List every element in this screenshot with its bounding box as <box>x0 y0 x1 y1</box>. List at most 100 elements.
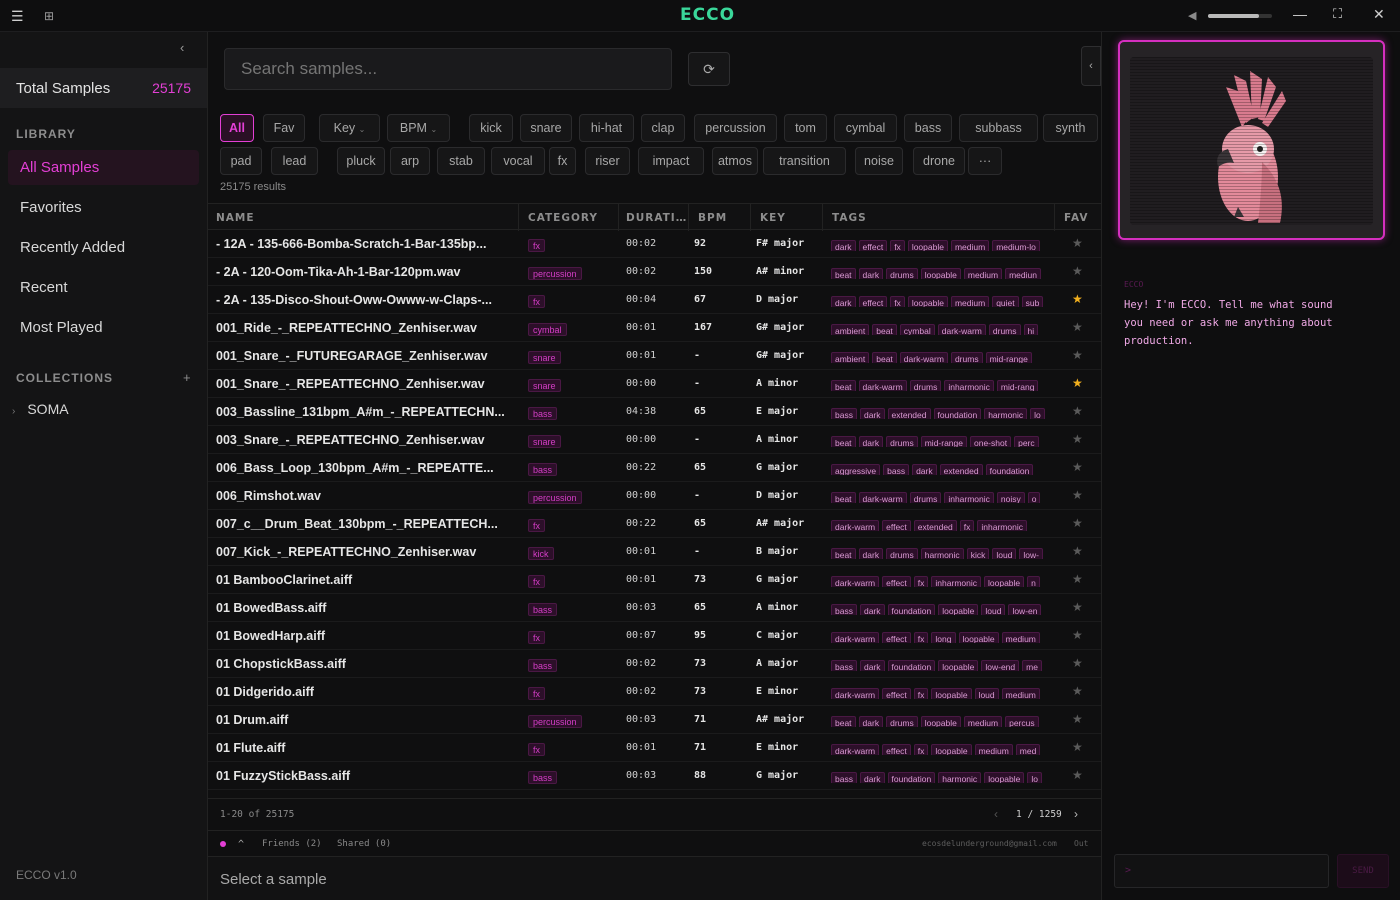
tag-badge[interactable]: drums <box>950 352 983 363</box>
toggle-right-panel-button[interactable]: ‹ <box>1081 46 1101 86</box>
tag-badge[interactable]: dark <box>859 660 885 671</box>
filter-chip-stab[interactable]: stab <box>437 147 485 175</box>
favorite-star-icon[interactable]: ★ <box>1072 628 1083 642</box>
tag-badge[interactable]: inharmonic <box>931 576 981 587</box>
tag-badge[interactable]: dark <box>831 240 856 251</box>
favorite-star-icon[interactable]: ★ <box>1072 460 1083 474</box>
tag-badge[interactable]: loud <box>992 548 1017 559</box>
tag-badge[interactable]: loopable <box>920 716 961 727</box>
tag-badge[interactable]: fx <box>890 240 905 251</box>
tag-badge[interactable]: medium <box>974 744 1013 755</box>
tag-badge[interactable]: beat <box>831 268 856 279</box>
table-row[interactable]: 003_Bassline_131bpm_A#m_-_REPEATTECHN...… <box>208 398 1101 426</box>
tag-badge[interactable]: effect <box>858 296 888 307</box>
col-bpm[interactable]: BPM <box>698 212 728 224</box>
filter-chip-impact[interactable]: impact <box>638 147 704 175</box>
grid-icon[interactable]: ⊞ <box>44 9 55 23</box>
tag-badge[interactable]: medium <box>950 296 990 307</box>
tag-badge[interactable]: inharmonic <box>944 380 994 391</box>
tag-badge[interactable]: mediun <box>1005 268 1041 279</box>
nav-favorites[interactable]: Favorites <box>20 199 82 216</box>
tag-badge[interactable]: low-end <box>981 660 1020 671</box>
favorite-star-icon[interactable]: ★ <box>1072 544 1083 558</box>
tag-badge[interactable]: bass <box>883 464 910 475</box>
tag-badge[interactable]: aggressive <box>831 464 881 475</box>
tag-badge[interactable]: drums <box>886 436 918 447</box>
tag-badge[interactable]: beat <box>831 548 856 559</box>
tag-badge[interactable]: effect <box>858 240 888 251</box>
tag-badge[interactable]: harmonic <box>920 548 964 559</box>
add-collection-icon[interactable]: + <box>183 370 191 385</box>
tag-badge[interactable]: o <box>1027 492 1041 503</box>
tag-badge[interactable]: foundation <box>933 408 982 419</box>
favorite-star-icon[interactable]: ★ <box>1072 376 1083 390</box>
tag-badge[interactable]: inharmonic <box>977 520 1027 531</box>
tag-badge[interactable]: loopable <box>907 240 948 251</box>
filter-chip-kick[interactable]: kick <box>469 114 513 142</box>
filter-chip-bass[interactable]: bass <box>904 114 952 142</box>
tag-badge[interactable]: loopable <box>958 632 999 643</box>
favorite-star-icon[interactable]: ★ <box>1072 320 1083 334</box>
filter-chip-snare[interactable]: snare <box>520 114 572 142</box>
table-row[interactable]: - 2A - 135-Disco-Shout-Oww-Owww-w-Claps-… <box>208 286 1101 314</box>
tag-badge[interactable]: low-en <box>1008 604 1042 615</box>
nav-recent[interactable]: Recent <box>20 279 68 296</box>
col-duration[interactable]: DURATI… <box>626 212 688 224</box>
tag-badge[interactable]: medium <box>963 268 1003 279</box>
tag-badge[interactable]: harmonic <box>938 772 982 783</box>
tag-badge[interactable]: dark <box>859 408 885 419</box>
logout-link[interactable]: Out <box>1074 839 1089 848</box>
filter-chip-fx[interactable]: fx <box>549 147 576 175</box>
favorite-star-icon[interactable]: ★ <box>1072 432 1083 446</box>
tag-badge[interactable]: mid-range <box>920 436 967 447</box>
tag-badge[interactable]: fx <box>913 744 929 755</box>
filter-chip-synth[interactable]: synth <box>1043 114 1098 142</box>
filter-chip-subbass[interactable]: subbass <box>959 114 1038 142</box>
table-row[interactable]: 001_Snare_-_REPEATTECHNO_Zenhiser.wav sna… <box>208 370 1101 398</box>
favorite-star-icon[interactable]: ★ <box>1072 236 1083 250</box>
tag-badge[interactable]: cymbal <box>899 324 935 335</box>
table-row[interactable]: 01 ChopstickBass.aiff bass 00:02 73 A major b… <box>208 650 1101 678</box>
filter-chip-noise[interactable]: noise <box>855 147 903 175</box>
filter-chip-bpm[interactable]: BPM ⌄ <box>387 114 450 142</box>
col-name[interactable]: NAME <box>216 212 255 224</box>
table-row[interactable]: 001_Snare_-_FUTUREGARAGE_Zenhiser.wav sna… <box>208 342 1101 370</box>
tag-badge[interactable]: medium <box>950 240 990 251</box>
tag-badge[interactable]: dark-warm <box>831 576 880 587</box>
minimize-icon[interactable]: — <box>1293 6 1307 22</box>
tag-badge[interactable]: extended <box>887 408 931 419</box>
tag-badge[interactable]: drums <box>886 548 918 559</box>
table-row[interactable]: 01 BambooClarinet.aiff fx 00:01 73 G major da… <box>208 566 1101 594</box>
tag-badge[interactable]: quiet <box>992 296 1019 307</box>
table-row[interactable]: 01 Didgerido.aiff fx 00:02 73 E minor dark-wa… <box>208 678 1101 706</box>
tag-badge[interactable]: dark <box>858 548 884 559</box>
table-row[interactable]: 007_c__Drum_Beat_130bpm_-_REPEATTECH... f… <box>208 510 1101 538</box>
more-filters-button[interactable]: ··· <box>968 147 1002 175</box>
tag-badge[interactable]: beat <box>831 716 856 727</box>
filter-chip-percussion[interactable]: percussion <box>694 114 777 142</box>
table-row[interactable]: 01 Flute.aiff fx 00:01 71 E minor dark-warm ef… <box>208 734 1101 762</box>
table-row[interactable]: 003_Snare_-_REPEATTECHNO_Zenhiser.wav sna… <box>208 426 1101 454</box>
favorite-star-icon[interactable]: ★ <box>1072 264 1083 278</box>
tag-badge[interactable]: low- <box>1019 548 1043 559</box>
table-row[interactable]: 001_Ride_-_REPEATTECHNO_Zenhiser.wav cymb… <box>208 314 1101 342</box>
tag-badge[interactable]: dark-warm <box>831 632 880 643</box>
tag-badge[interactable]: kick <box>966 548 990 559</box>
nav-recently-added[interactable]: Recently Added <box>20 239 126 256</box>
tag-badge[interactable]: drums <box>886 716 918 727</box>
tag-badge[interactable]: dark-warm <box>831 688 880 699</box>
col-key[interactable]: KEY <box>760 212 786 224</box>
table-row[interactable]: 01 FuzzyStickBass.aiff bass 00:03 88 G major… <box>208 762 1101 790</box>
tag-badge[interactable]: drums <box>988 324 1021 335</box>
filter-chip-drone[interactable]: drone <box>913 147 965 175</box>
filter-chip-atmos[interactable]: atmos <box>712 147 758 175</box>
tag-badge[interactable]: me <box>1022 660 1042 671</box>
tag-badge[interactable]: dark <box>831 296 856 307</box>
col-fav[interactable]: FAV <box>1064 212 1089 224</box>
send-button[interactable]: SEND <box>1337 854 1389 888</box>
filter-chip-pad[interactable]: pad <box>220 147 262 175</box>
tag-badge[interactable]: medium-lo <box>992 240 1040 251</box>
table-row[interactable]: 01 BowedHarp.aiff fx 00:07 95 C major dark-wa… <box>208 622 1101 650</box>
tag-badge[interactable]: ambient <box>831 352 870 363</box>
tag-badge[interactable]: inharmonic <box>944 492 994 503</box>
